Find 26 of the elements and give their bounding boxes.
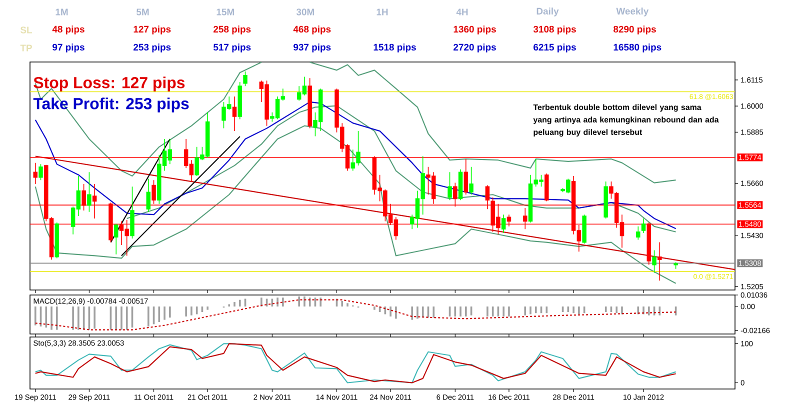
text: 5M [136,8,149,16]
text: 30M [296,8,314,16]
text: 258 pips [214,26,251,34]
text: 15M [216,8,234,16]
text: SL [20,26,32,34]
text: Daily [536,8,559,16]
text: 2720 pips [454,44,496,52]
text: 8290 pips [614,26,656,34]
text: 253 pips [134,44,171,52]
text: 517 pips [213,44,251,52]
text: 4H [456,8,468,16]
text: 97 pips [52,44,84,52]
text: 3108 pips [533,26,576,34]
text: 16580 pips [614,44,662,52]
text: 937 pips [294,44,331,52]
text: 1518 pips [374,44,416,52]
text: 1H [376,8,388,16]
text: 468 pips [293,26,331,34]
text: 1M [56,8,68,16]
text: 6215 pips [534,44,576,52]
text: Weekly [616,8,649,16]
annotation: Stop Loss: 127 pips [34,76,185,92]
text: TP [20,44,32,52]
text: 1360 pips [454,26,496,34]
text: 127 pips [134,26,171,34]
text: 48 pips [52,26,84,34]
